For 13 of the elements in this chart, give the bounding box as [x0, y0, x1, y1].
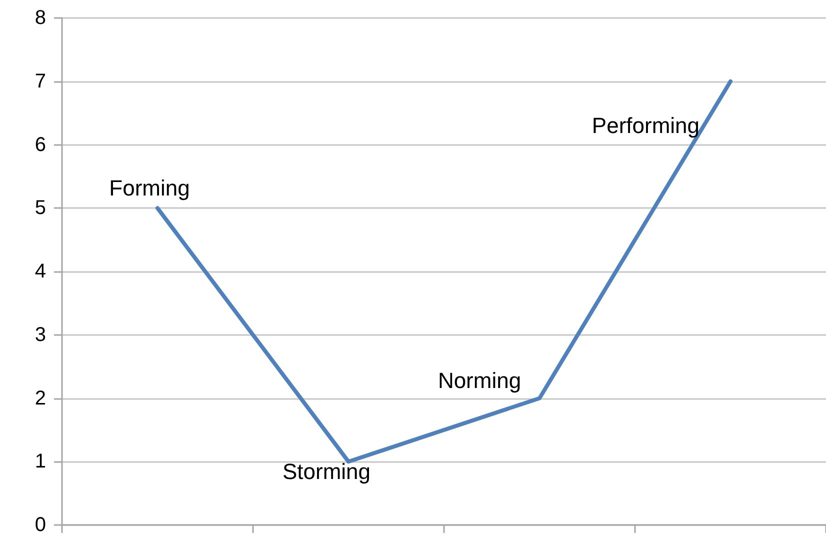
- y-tick-label: 2: [34, 387, 46, 410]
- x-tick-label: Performing: [592, 112, 700, 138]
- y-tick-label: 8: [34, 7, 46, 29]
- y-tick-label: 5: [34, 197, 46, 220]
- y-tick-label: 0: [34, 514, 46, 536]
- x-tick-label: Forming: [109, 176, 190, 201]
- y-tick-label: 6: [34, 134, 46, 156]
- x-tick-label: Norming: [438, 368, 522, 393]
- y-tick-label: 1: [34, 450, 46, 473]
- x-tick-label: Storming: [282, 459, 371, 484]
- y-tick-label: 4: [34, 260, 46, 282]
- y-tick-label: 7: [34, 70, 46, 92]
- y-tick-label: 3: [34, 324, 46, 346]
